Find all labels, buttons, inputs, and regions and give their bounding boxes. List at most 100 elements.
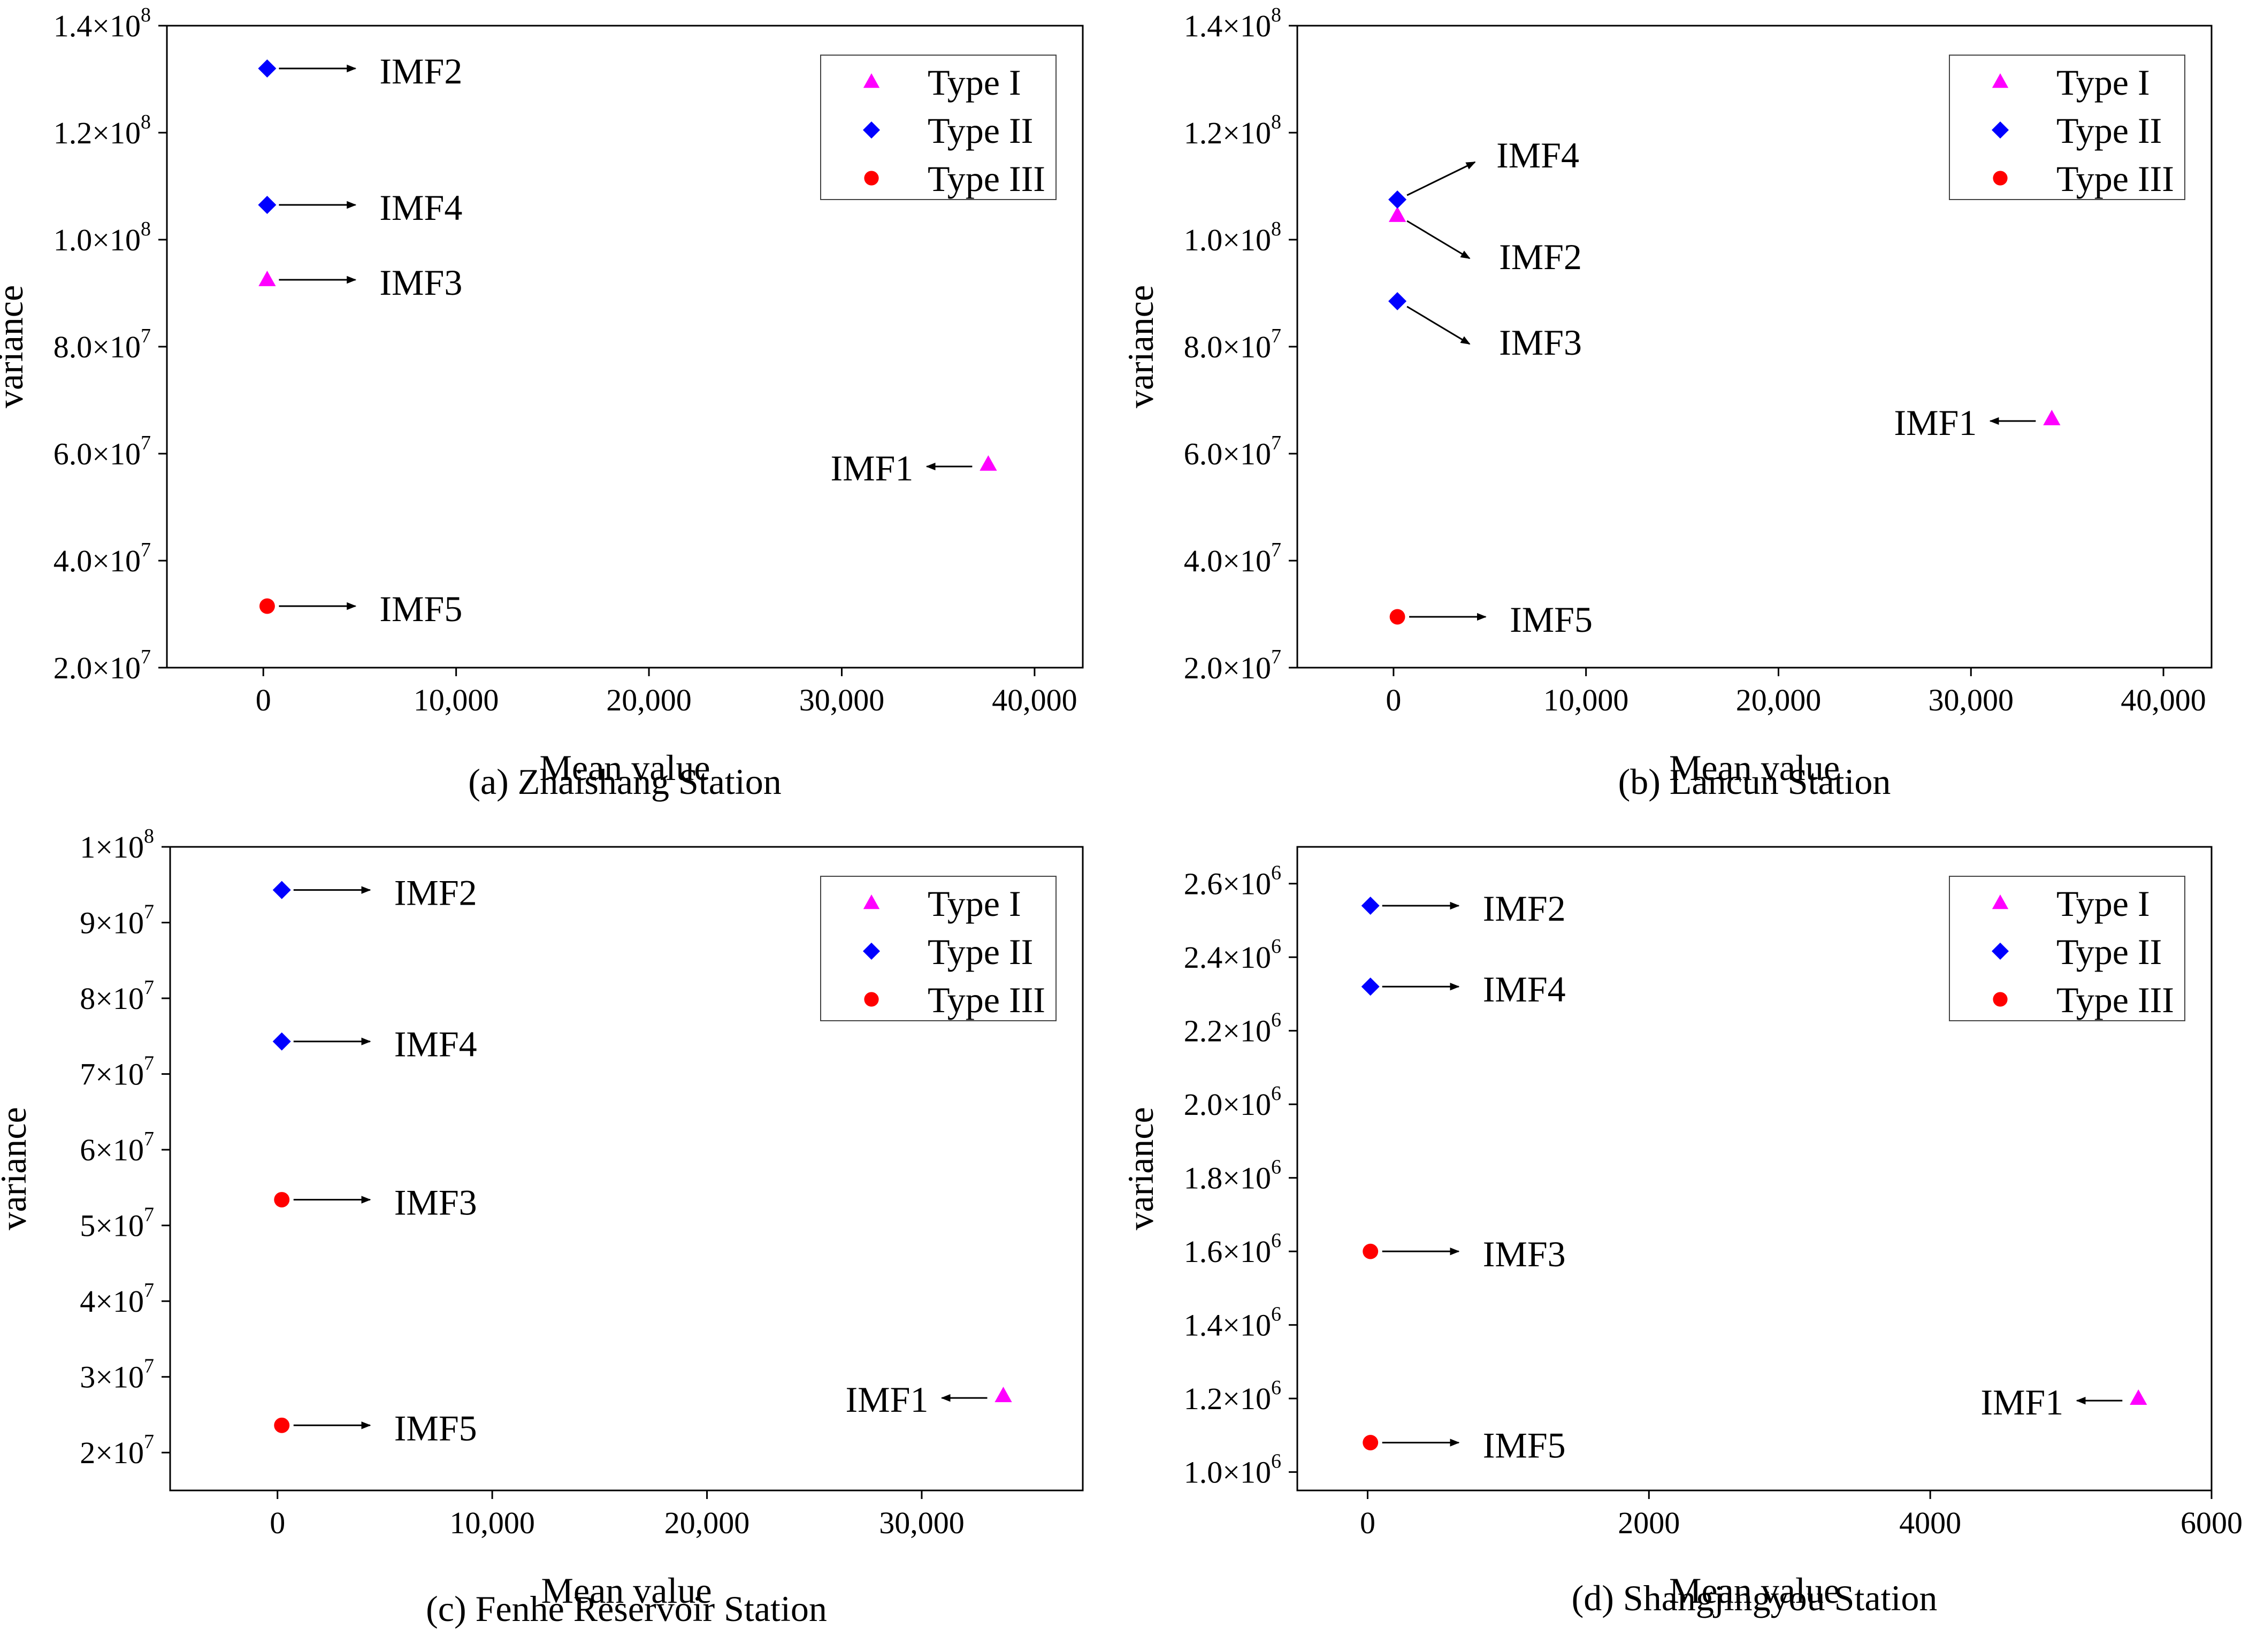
y-tick-label: 2.4×106: [1184, 935, 1281, 975]
x-tick-label: 30,000: [799, 683, 885, 717]
marker-imf4: [1388, 190, 1407, 209]
legend-label: Type III: [2056, 980, 2174, 1020]
data-point-imf3: IMF3: [1363, 1234, 1566, 1274]
legend-label: Type II: [2056, 931, 2162, 972]
y-axis-title: variance: [0, 1107, 34, 1230]
marker-imf2: [258, 59, 277, 78]
x-tick-label: 2000: [1618, 1505, 1680, 1540]
data-point-imf3: IMF3: [1388, 292, 1582, 363]
data-point-imf3: IMF3: [274, 1182, 477, 1223]
point-label: IMF3: [1499, 322, 1582, 363]
marker-imf3: [274, 1192, 290, 1207]
legend-box: [1949, 876, 2185, 1021]
legend-marker-type-I: [1992, 894, 2009, 909]
legend-box: [820, 876, 1057, 1021]
y-tick-label: 1.4×108: [53, 4, 151, 43]
legend-box: [820, 55, 1057, 200]
data-point-imf4: IMF4: [1361, 969, 1566, 1009]
plot-frame: [1296, 846, 2213, 1492]
legend-label: Type II: [928, 931, 1033, 972]
chart-panel-4: 0 2000 4000 6000 1.0×106 1.2×106 1.4×106 1.6×10…: [1120, 846, 2243, 1618]
y-axis-title: variance: [0, 285, 30, 408]
y-tick-label: 1.8×106: [1184, 1156, 1281, 1196]
chart-panel-1: 0 10,000 20,000 30,000 40,000 2.0×107 4.0×107 6…: [0, 4, 1084, 802]
y-tick-label: 4.0×107: [1184, 539, 1281, 578]
y-tick-label: 8.0×107: [53, 325, 151, 364]
y-tick-label: 2.0×106: [1184, 1082, 1281, 1122]
legend-marker-type-II: [1992, 121, 2009, 139]
chart-caption: (a) Zhaishang Station: [468, 761, 781, 802]
arrow: [1406, 161, 1476, 196]
x-tick-label: 6000: [2181, 1505, 2243, 1540]
legend-marker-type-III: [1993, 171, 2008, 186]
point-label: IMF4: [1483, 969, 1566, 1009]
data-point-imf2: IMF2: [258, 51, 462, 91]
marker-imf4: [272, 1032, 291, 1051]
legend-marker-type-II: [863, 121, 880, 139]
marker-imf5: [1363, 1435, 1379, 1451]
y-tick-label: 4.0×107: [53, 539, 151, 578]
plot-frame: [169, 846, 1084, 1492]
y-tick-label: 5×107: [80, 1204, 154, 1243]
arrow: [1406, 220, 1471, 259]
y-tick-label: 1.0×106: [1184, 1450, 1281, 1490]
x-tick-label: 20,000: [1736, 683, 1822, 717]
x-axis-title: Mean value: [1669, 1570, 1840, 1611]
marker-imf2: [1361, 896, 1380, 915]
data-point-imf1: IMF1: [830, 448, 997, 488]
legend-label: Type I: [928, 883, 1021, 924]
point-label: IMF3: [379, 262, 462, 303]
marker-imf4: [1361, 977, 1380, 996]
data-point-imf5: IMF5: [1363, 1425, 1566, 1466]
legend-marker-type-II: [1992, 943, 2009, 960]
point-label: IMF1: [846, 1379, 929, 1420]
legend-marker-type-I: [1992, 73, 2009, 88]
arrow: [1406, 305, 1471, 345]
x-tick-label: 0: [1360, 1505, 1375, 1540]
y-tick-label: 6.0×107: [53, 432, 151, 471]
legend-label: Type I: [2056, 883, 2150, 924]
legend-marker-type-III: [1993, 992, 2008, 1007]
y-axis-title: variance: [1120, 285, 1161, 408]
data-point-imf1: IMF1: [1894, 402, 2061, 443]
data-point-imf2: IMF2: [272, 873, 477, 913]
chart-caption: (d) Shangjingyou Station: [1572, 1578, 1938, 1618]
data-point-imf4: IMF4: [258, 187, 462, 228]
x-tick-label: 0: [1386, 683, 1401, 717]
y-tick-label: 6.0×107: [1184, 432, 1281, 471]
point-label: IMF3: [394, 1182, 477, 1223]
legend-label: Type II: [2056, 110, 2162, 151]
y-tick-label: 2.0×107: [1184, 646, 1281, 685]
marker-imf1: [980, 455, 997, 471]
marker-imf3: [1388, 292, 1407, 310]
point-label: IMF1: [830, 448, 913, 488]
point-label: IMF4: [379, 187, 462, 228]
point-label: IMF5: [1510, 599, 1593, 640]
y-tick-label: 2.2×106: [1184, 1009, 1281, 1049]
y-tick-label: 2×107: [80, 1431, 154, 1470]
legend: Type I Type II Type III: [1949, 55, 2185, 200]
legend-label: Type II: [928, 110, 1033, 151]
marker-imf5: [259, 598, 275, 614]
marker-imf3: [1363, 1243, 1379, 1259]
point-label: IMF5: [379, 588, 462, 629]
point-label: IMF2: [379, 51, 462, 91]
y-tick-label: 8×107: [80, 976, 154, 1016]
legend-marker-type-I: [863, 73, 880, 88]
chart-panel-2: 0 10,000 20,000 30,000 40,000 2.0×107 4.0×107 6…: [1120, 4, 2213, 802]
y-tick-label: 1.2×108: [1184, 111, 1281, 150]
point-label: IMF4: [1496, 135, 1579, 175]
point-label: IMF5: [394, 1408, 477, 1448]
x-axis-title: Mean value: [1669, 747, 1840, 788]
marker-imf1: [2043, 410, 2061, 425]
marker-imf1: [2130, 1389, 2147, 1405]
point-label: IMF1: [1894, 402, 1977, 443]
marker-imf5: [1389, 609, 1405, 625]
y-tick-label: 1.0×108: [53, 218, 151, 257]
y-tick-label: 1.4×108: [1184, 4, 1281, 43]
legend: Type I Type II Type III: [820, 55, 1057, 200]
y-tick-label: 1.6×106: [1184, 1229, 1281, 1269]
y-tick-label: 8.0×107: [1184, 325, 1281, 364]
legend-label: Type I: [2056, 62, 2150, 103]
